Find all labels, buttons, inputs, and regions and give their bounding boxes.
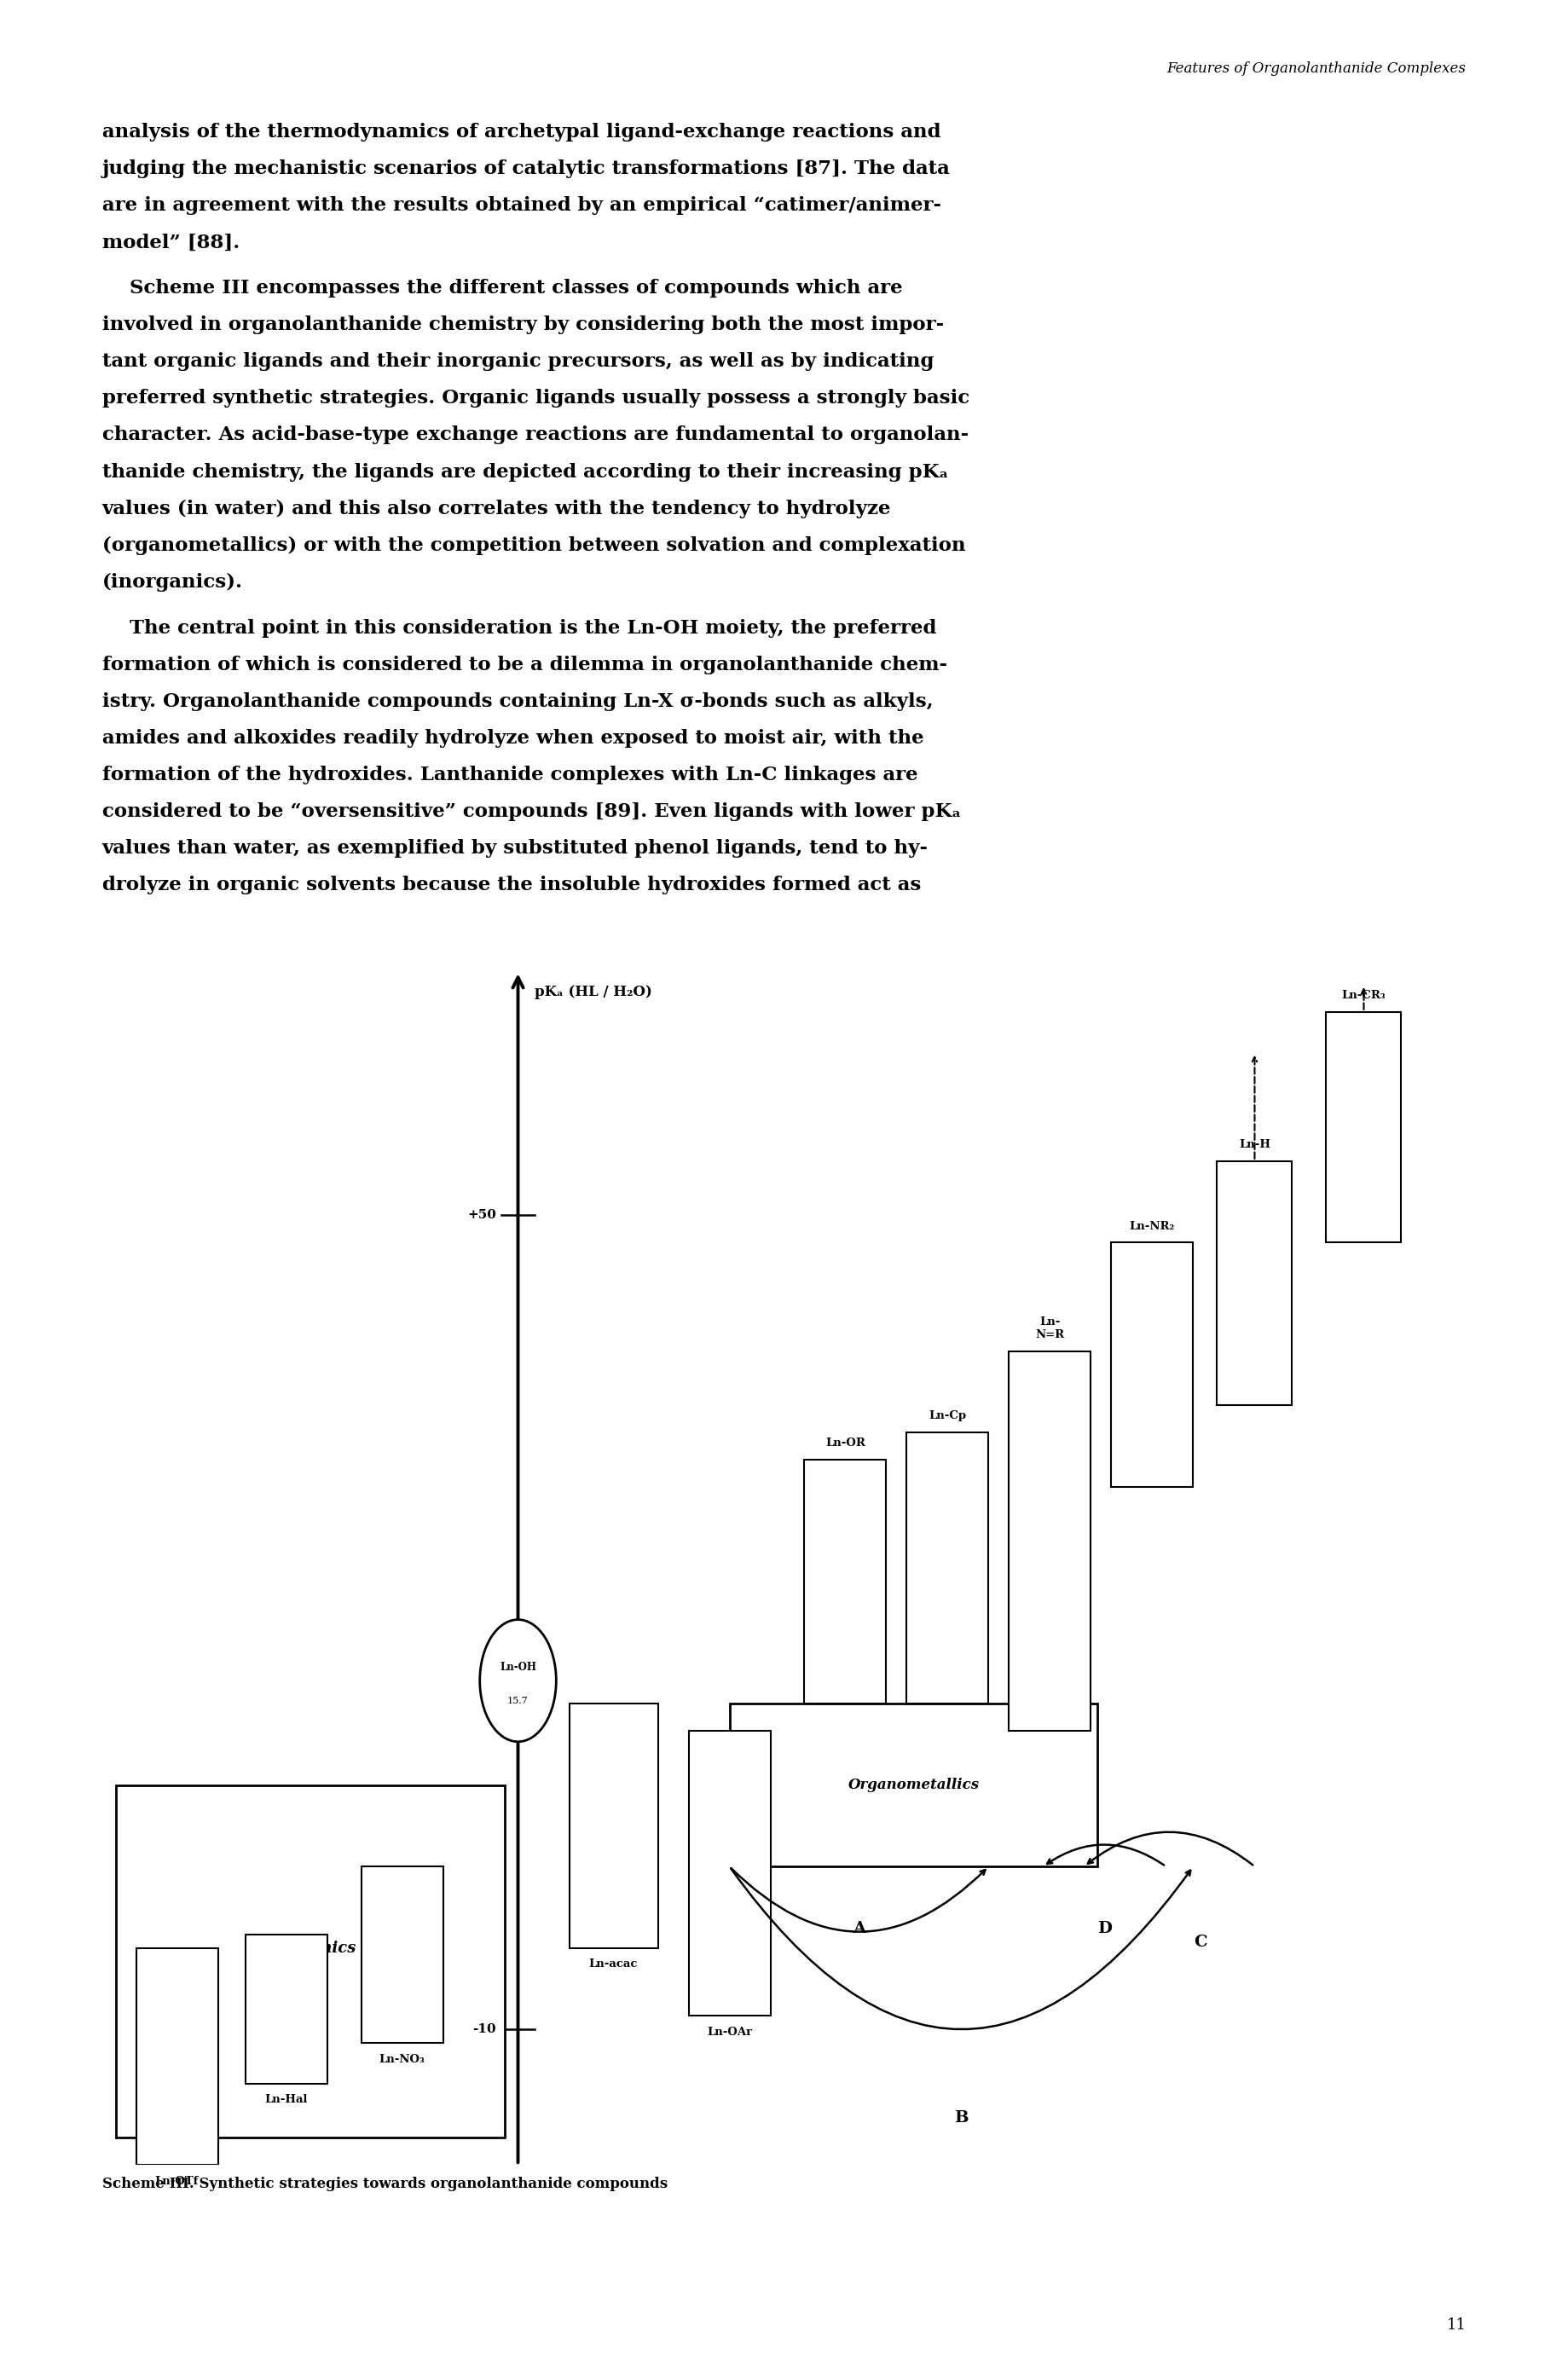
Bar [116,1784,505,2139]
Text: istry. Organolanthanide compounds containing Ln-X σ-bonds such as alkyls,: istry. Organolanthanide compounds contai… [102,691,933,710]
Text: formation of the hydroxides. Lanthanide complexes with Ln-C linkages are: formation of the hydroxides. Lanthanide … [102,764,917,783]
Text: Scheme III. Synthetic strategies towards organolanthanide compounds: Scheme III. Synthetic strategies towards… [102,2177,668,2191]
Text: Ln-acac: Ln-acac [590,1959,638,1971]
Text: Scheme III encompasses the different classes of compounds which are: Scheme III encompasses the different cla… [102,279,902,298]
Text: 11: 11 [1446,2319,1466,2333]
Text: involved in organolanthanide chemistry by considering both the most impor-: involved in organolanthanide chemistry b… [102,315,944,334]
Text: B: B [955,2110,969,2127]
Text: model” [88].: model” [88]. [102,232,240,251]
Text: Ln-CR₃: Ln-CR₃ [1342,989,1386,1001]
Bar [688,1732,770,2016]
Text: Ln-OTf: Ln-OTf [155,2177,199,2186]
Bar [569,1704,659,1947]
Text: Ln-NR₂: Ln-NR₂ [1129,1221,1174,1233]
Text: Organometallics: Organometallics [848,1777,980,1793]
Text: pKₐ (HL / H₂O): pKₐ (HL / H₂O) [535,984,652,998]
Bar [245,1935,328,2084]
Text: Ln-H: Ln-H [1239,1138,1270,1150]
Text: The central point in this consideration is the Ln-OH moiety, the preferred: The central point in this consideration … [102,618,936,636]
Text: considered to be “oversensitive” compounds [89]. Even ligands with lower pKₐ: considered to be “oversensitive” compoun… [102,802,961,821]
Text: Inorganics: Inorganics [263,1940,356,1957]
Text: +50: +50 [467,1209,495,1221]
Text: Ln-Cp: Ln-Cp [928,1410,966,1422]
Text: drolyze in organic solvents because the insoluble hydroxides formed act as: drolyze in organic solvents because the … [102,875,920,894]
Text: values (in water) and this also correlates with the tendency to hydrolyze: values (in water) and this also correlat… [102,499,891,518]
Text: analysis of the thermodynamics of archetypal ligand-exchange reactions and: analysis of the thermodynamics of archet… [102,123,941,142]
Text: D: D [1098,1921,1112,1935]
Ellipse shape [480,1621,557,1741]
Text: values than water, as exemplified by substituted phenol ligands, tend to hy-: values than water, as exemplified by sub… [102,838,928,856]
Text: Ln-
N=R: Ln- N=R [1035,1315,1065,1339]
Text: formation of which is considered to be a dilemma in organolanthanide chem-: formation of which is considered to be a… [102,655,947,674]
Text: Ln-OH: Ln-OH [500,1661,536,1673]
Text: preferred synthetic strategies. Organic ligands usually possess a strongly basic: preferred synthetic strategies. Organic … [102,388,969,407]
Text: character. As acid-base-type exchange reactions are fundamental to organolan-: character. As acid-base-type exchange re… [102,426,969,445]
Bar [1010,1351,1091,1732]
Bar [361,1867,442,2042]
Bar [804,1460,886,1704]
Text: Ln-OR: Ln-OR [825,1439,866,1448]
Text: Ln-OAr: Ln-OAr [707,2028,753,2037]
Text: tant organic ligands and their inorganic precursors, as well as by indicating: tant organic ligands and their inorganic… [102,353,933,371]
Text: Features of Organolanthanide Complexes: Features of Organolanthanide Complexes [1167,62,1466,76]
Bar [136,1947,218,2165]
Text: Ln-NO₃: Ln-NO₃ [379,2054,425,2066]
Bar [729,1704,1098,1867]
Text: (inorganics).: (inorganics). [102,573,243,592]
Text: judging the mechanistic scenarios of catalytic transformations [87]. The data: judging the mechanistic scenarios of cat… [102,161,950,177]
Text: -10: -10 [472,2023,495,2035]
Bar [1327,1013,1402,1242]
Bar [1217,1162,1292,1405]
Text: C: C [1193,1935,1207,1950]
Text: amides and alkoxides readily hydrolyze when exposed to moist air, with the: amides and alkoxides readily hydrolyze w… [102,729,924,748]
Text: are in agreement with the results obtained by an empirical “catimer/animer-: are in agreement with the results obtain… [102,196,941,215]
Bar [1112,1242,1193,1486]
Text: (organometallics) or with the competition between solvation and complexation: (organometallics) or with the competitio… [102,535,966,554]
Text: thanide chemistry, the ligands are depicted according to their increasing pKₐ: thanide chemistry, the ligands are depic… [102,461,949,480]
Text: 15.7: 15.7 [508,1696,528,1706]
Text: A: A [853,1921,866,1935]
Bar [906,1431,988,1704]
Text: Ln-Hal: Ln-Hal [265,2094,307,2106]
